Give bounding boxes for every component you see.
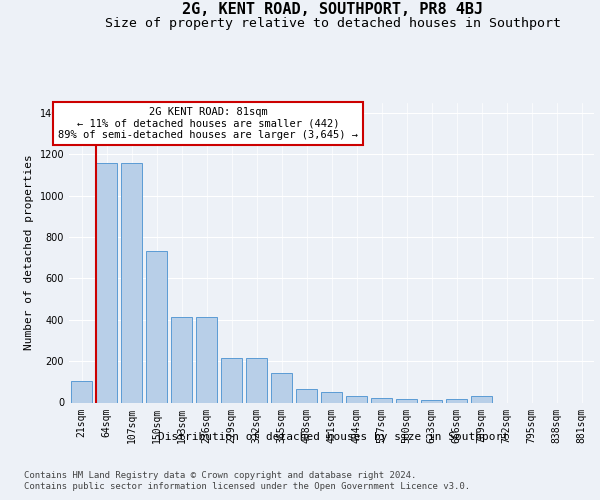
Bar [171,316,192,402]
Bar [221,358,242,403]
Bar [121,162,142,402]
Bar [471,396,492,402]
Text: Distribution of detached houses by size in Southport: Distribution of detached houses by size … [158,432,509,442]
Bar [321,392,342,402]
Bar [71,381,92,402]
Text: 2G, KENT ROAD, SOUTHPORT, PR8 4BJ: 2G, KENT ROAD, SOUTHPORT, PR8 4BJ [182,2,484,18]
Bar [96,162,117,402]
Bar [296,389,317,402]
Bar [271,372,292,402]
Text: Size of property relative to detached houses in Southport: Size of property relative to detached ho… [105,16,561,30]
Bar [246,358,267,403]
Bar [346,396,367,402]
Bar [446,400,467,402]
Bar [421,400,442,402]
Text: Contains public sector information licensed under the Open Government Licence v3: Contains public sector information licen… [24,482,470,491]
Y-axis label: Number of detached properties: Number of detached properties [24,154,34,350]
Text: Contains HM Land Registry data © Crown copyright and database right 2024.: Contains HM Land Registry data © Crown c… [24,471,416,480]
Text: 2G KENT ROAD: 81sqm
← 11% of detached houses are smaller (442)
89% of semi-detac: 2G KENT ROAD: 81sqm ← 11% of detached ho… [58,107,358,140]
Bar [396,400,417,402]
Bar [371,398,392,402]
Bar [196,316,217,402]
Bar [146,252,167,402]
